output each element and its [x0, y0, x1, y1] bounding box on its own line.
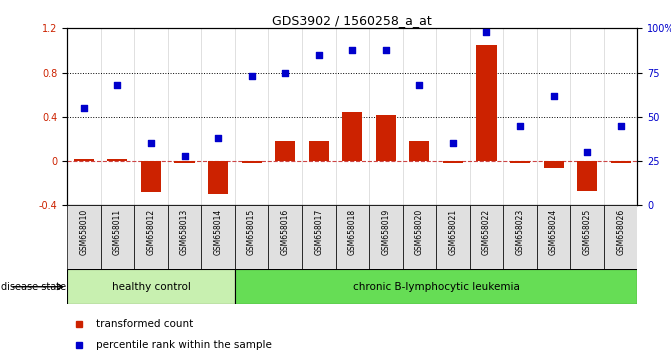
Bar — [235, 269, 637, 304]
Text: chronic B-lymphocytic leukemia: chronic B-lymphocytic leukemia — [353, 282, 519, 292]
Point — [414, 82, 425, 88]
Bar — [208, 161, 228, 194]
Text: GSM658011: GSM658011 — [113, 209, 122, 255]
Point — [112, 82, 123, 88]
Bar — [74, 159, 94, 161]
Text: percentile rank within the sample: percentile rank within the sample — [96, 340, 272, 350]
Text: GSM658020: GSM658020 — [415, 209, 424, 255]
Bar — [302, 205, 336, 269]
Point — [179, 153, 190, 159]
Text: GSM658012: GSM658012 — [146, 209, 156, 255]
Bar — [242, 161, 262, 163]
Bar — [503, 205, 537, 269]
Point — [481, 29, 492, 35]
Point — [146, 141, 156, 146]
Point — [515, 123, 525, 129]
Text: GSM658025: GSM658025 — [582, 209, 592, 255]
Point — [280, 70, 291, 75]
Bar — [544, 161, 564, 168]
Bar — [476, 45, 497, 161]
Bar — [342, 113, 362, 161]
Bar — [510, 161, 530, 163]
Point — [246, 73, 257, 79]
Text: transformed count: transformed count — [96, 319, 193, 329]
Bar — [336, 205, 369, 269]
Bar — [537, 205, 570, 269]
Bar — [403, 205, 436, 269]
Bar — [235, 205, 268, 269]
Point — [79, 105, 89, 111]
Bar — [570, 205, 604, 269]
Bar — [376, 115, 396, 161]
Text: disease state: disease state — [1, 282, 66, 292]
Bar — [107, 159, 127, 161]
Text: GSM658017: GSM658017 — [314, 209, 323, 255]
Bar — [611, 161, 631, 163]
Bar — [134, 205, 168, 269]
Text: GSM658023: GSM658023 — [515, 209, 525, 255]
Bar — [201, 205, 235, 269]
Bar — [369, 205, 403, 269]
Text: GSM658014: GSM658014 — [213, 209, 223, 255]
Bar — [168, 205, 201, 269]
Point — [448, 141, 458, 146]
Bar — [141, 161, 161, 192]
Bar — [275, 141, 295, 161]
Bar — [67, 269, 235, 304]
Point — [548, 93, 559, 98]
Point — [347, 47, 358, 52]
Text: healthy control: healthy control — [111, 282, 191, 292]
Point — [615, 123, 626, 129]
Text: GSM658016: GSM658016 — [280, 209, 290, 255]
Text: GSM658010: GSM658010 — [79, 209, 89, 255]
Text: GSM658019: GSM658019 — [381, 209, 391, 255]
Bar — [470, 205, 503, 269]
Point — [313, 52, 324, 58]
Text: GSM658024: GSM658024 — [549, 209, 558, 255]
Bar — [67, 205, 101, 269]
Text: GSM658026: GSM658026 — [616, 209, 625, 255]
Bar — [409, 141, 429, 161]
Text: GSM658022: GSM658022 — [482, 209, 491, 255]
Bar — [174, 161, 195, 163]
Title: GDS3902 / 1560258_a_at: GDS3902 / 1560258_a_at — [272, 14, 432, 27]
Bar — [577, 161, 597, 191]
Text: GSM658021: GSM658021 — [448, 209, 458, 255]
Text: GSM658018: GSM658018 — [348, 209, 357, 255]
Bar — [309, 141, 329, 161]
Bar — [101, 205, 134, 269]
Bar — [443, 161, 463, 163]
Text: GSM658013: GSM658013 — [180, 209, 189, 255]
Point — [582, 149, 592, 155]
Bar — [436, 205, 470, 269]
Bar — [604, 205, 637, 269]
Point — [213, 135, 223, 141]
Point — [380, 47, 391, 52]
Text: GSM658015: GSM658015 — [247, 209, 256, 255]
Bar — [268, 205, 302, 269]
